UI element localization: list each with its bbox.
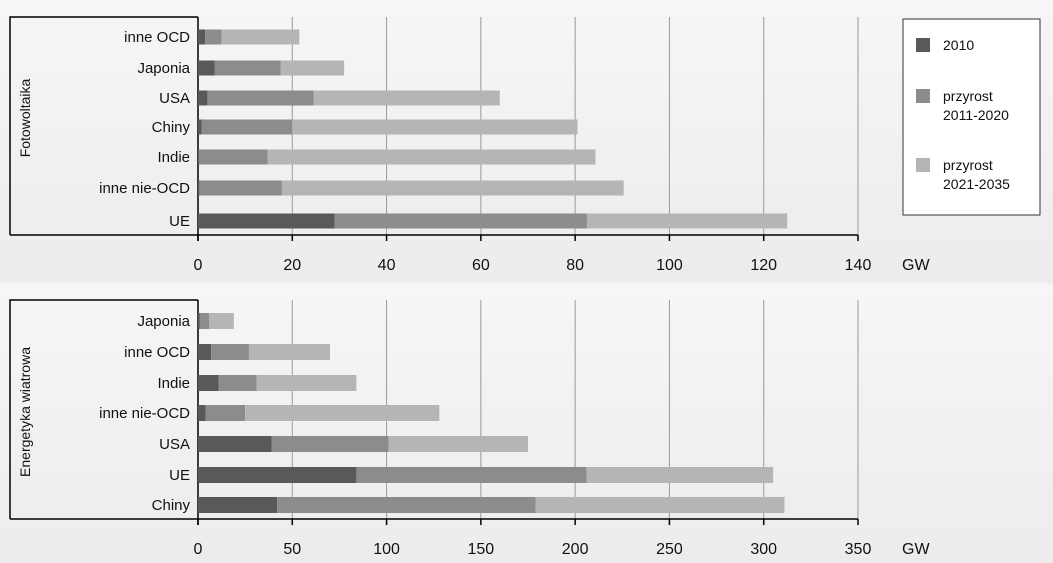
bar-segment (198, 90, 208, 106)
bar-segment (207, 90, 314, 106)
x-tick-label: 20 (283, 257, 301, 274)
bar-segment (221, 29, 300, 45)
bar-segment (198, 313, 200, 329)
category-label: inne nie-OCD (99, 180, 190, 197)
bar-segment (198, 119, 202, 135)
x-tick-label: 0 (194, 257, 203, 274)
legend-swatch (916, 38, 930, 52)
x-tick-label: 120 (750, 257, 777, 274)
y-axis-label: Energetyka wiatrowa (17, 347, 33, 477)
category-label: Chiny (152, 119, 191, 136)
bar-segment (198, 149, 199, 165)
bar-segment (198, 344, 212, 360)
x-tick-label: 250 (656, 541, 683, 558)
category-label: UE (169, 213, 190, 230)
x-tick-label: 40 (378, 257, 396, 274)
panel-frame (9, 16, 198, 235)
chart-panel-2: 0 50 100 150 200 250 300 350 GW Energetyka wiatro… (9, 299, 930, 558)
category-label: inne nie-OCD (99, 405, 190, 422)
bar-segment (280, 60, 345, 76)
bar-segment (214, 60, 281, 76)
bar-segment (199, 180, 282, 196)
bar-segment (256, 375, 357, 391)
bar-segment (271, 436, 389, 452)
x-tick-label: 300 (750, 541, 777, 558)
x-tick-label: 350 (845, 541, 872, 558)
bar-segment (211, 344, 249, 360)
category-label: USA (159, 90, 190, 107)
bar-segment (198, 467, 357, 483)
bar-segment (198, 405, 206, 421)
bar-segment (198, 180, 200, 196)
bar-segment (292, 119, 578, 135)
bar-segment (313, 90, 500, 106)
bar-segment (201, 119, 293, 135)
legend-label: 2011-2020 (943, 107, 1009, 123)
bar-segment (198, 375, 219, 391)
x-tick-label: 200 (562, 541, 589, 558)
bar-segment (198, 497, 278, 513)
x-tick-label: 50 (283, 541, 301, 558)
category-label: inne OCD (124, 344, 190, 361)
bar-segment (245, 405, 440, 421)
x-tick-label: 100 (656, 257, 683, 274)
bar-segment (198, 149, 268, 165)
legend-swatch (916, 158, 930, 172)
bar-segment (218, 375, 257, 391)
x-tick-label: 100 (373, 541, 400, 558)
bar-segment (198, 436, 272, 452)
x-axis-unit: GW (902, 541, 930, 558)
legend-label: przyrost (943, 88, 993, 104)
category-label: Indie (157, 375, 190, 392)
category-label: inne OCD (124, 29, 190, 46)
x-axis-unit: GW (902, 257, 930, 274)
x-tick-label: 0 (194, 541, 203, 558)
legend-label: przyrost (943, 157, 993, 173)
category-label: Indie (157, 149, 190, 166)
panel-frame (9, 299, 198, 519)
legend-label: 2021-2035 (943, 176, 1010, 192)
bar-segment (277, 497, 536, 513)
bar-segment (586, 213, 788, 229)
x-tick-label: 140 (845, 257, 872, 274)
bar-segment (205, 29, 222, 45)
bar-segment (281, 180, 624, 196)
bar-segment (205, 405, 246, 421)
bar-segment (248, 344, 330, 360)
legend-swatch (916, 89, 930, 103)
x-tick-label: 80 (566, 257, 584, 274)
bar-segment (334, 213, 587, 229)
bar-segment (198, 213, 335, 229)
category-label: USA (159, 436, 190, 453)
bar-segment (267, 149, 596, 165)
bar-segment (209, 313, 234, 329)
bar-segment (388, 436, 528, 452)
category-label: Japonia (137, 60, 190, 77)
category-label: Chiny (152, 497, 191, 514)
category-label: Japonia (137, 313, 190, 330)
chart-panel-1: 0 20 40 60 80 100 120 140 GW Fotowoltaika inne OCD… (9, 16, 930, 274)
legend: 2010 przyrost 2011-2020 przyrost 2021-2035 (902, 18, 1041, 216)
bar-segment (198, 29, 206, 45)
y-axis-label: Fotowoltaika (17, 78, 33, 157)
x-tick-label: 150 (468, 541, 495, 558)
category-label: UE (169, 467, 190, 484)
bar-segment (199, 313, 210, 329)
bar-segment (198, 60, 215, 76)
bar-segment (586, 467, 774, 483)
x-tick-label: 60 (472, 257, 490, 274)
bar-segment (356, 467, 587, 483)
legend-label: 2010 (943, 37, 974, 53)
bar-segment (535, 497, 785, 513)
